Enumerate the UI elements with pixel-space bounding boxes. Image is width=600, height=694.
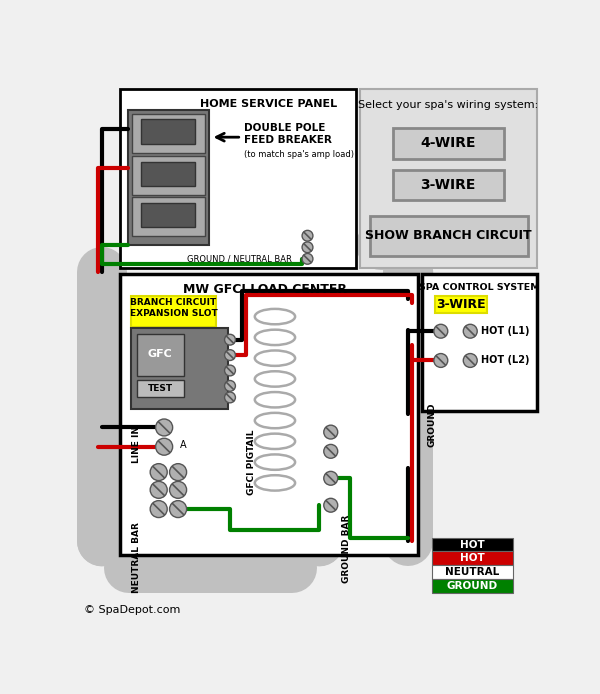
Circle shape [434,353,448,367]
Text: GROUND: GROUND [428,403,437,448]
Circle shape [302,242,313,253]
Text: GFCI PIGTAIL: GFCI PIGTAIL [247,430,256,496]
Circle shape [324,425,338,439]
Bar [131,197,205,236]
Circle shape [224,365,235,376]
Bar [131,296,216,327]
Circle shape [150,500,167,518]
Circle shape [170,482,187,498]
Text: © SpaDepot.com: © SpaDepot.com [84,605,181,616]
Circle shape [150,482,167,498]
Circle shape [463,324,477,338]
Bar [393,169,503,201]
Text: 3-WIRE: 3-WIRE [420,178,475,192]
Bar [434,296,487,313]
Text: LINE IN: LINE IN [131,426,140,463]
Text: HOME SERVICE PANEL: HOME SERVICE PANEL [200,99,337,109]
Text: A: A [180,440,187,450]
Bar [131,328,227,409]
Text: MW GFCI LOAD CENTER: MW GFCI LOAD CENTER [183,283,347,296]
Text: HOT: HOT [460,539,485,550]
Bar [141,203,195,227]
Circle shape [324,471,338,485]
Bar [422,274,537,412]
Text: BRANCH CIRCUIT
EXPANSION SLOT: BRANCH CIRCUIT EXPANSION SLOT [130,298,217,318]
Bar [120,274,418,555]
Circle shape [224,380,235,391]
Text: Select your spa's wiring system:: Select your spa's wiring system: [358,100,539,110]
Circle shape [434,324,448,338]
Text: HOT (L2): HOT (L2) [481,355,530,366]
Circle shape [324,498,338,512]
Text: GROUND / NEUTRAL BAR: GROUND / NEUTRAL BAR [187,254,292,263]
Bar [431,579,513,593]
Circle shape [224,335,235,345]
Circle shape [302,253,313,264]
Text: NEUTRAL BAR: NEUTRAL BAR [131,522,140,593]
Circle shape [324,444,338,458]
Bar [120,90,356,268]
Bar [128,110,209,245]
Circle shape [224,392,235,403]
Bar [137,334,184,376]
Text: GROUND: GROUND [446,581,498,591]
Bar [360,90,537,268]
Text: 4-WIRE: 4-WIRE [420,136,476,151]
Circle shape [155,438,173,455]
Bar [141,119,195,144]
Bar [141,162,195,187]
Text: 3-WIRE: 3-WIRE [436,298,486,311]
Circle shape [150,464,167,481]
Text: NEUTRAL: NEUTRAL [445,567,499,577]
Text: SPA CONTROL SYSTEM: SPA CONTROL SYSTEM [419,283,540,292]
Circle shape [170,464,187,481]
Text: (to match spa's amp load): (to match spa's amp load) [244,149,354,158]
Bar [131,156,205,195]
Text: HOT (L1): HOT (L1) [481,326,530,336]
Circle shape [170,500,187,518]
Text: GFC: GFC [148,349,173,359]
Text: HOT: HOT [460,553,485,564]
Circle shape [224,350,235,360]
Circle shape [463,353,477,367]
Bar [431,538,513,552]
Bar [431,552,513,566]
Bar [137,380,184,397]
Text: GROUND BAR: GROUND BAR [343,514,352,583]
Circle shape [302,230,313,241]
Circle shape [155,419,173,436]
Bar [131,114,205,153]
Bar [370,216,529,256]
Bar [431,566,513,579]
Text: SHOW BRANCH CIRCUIT: SHOW BRANCH CIRCUIT [365,229,532,242]
Text: DOUBLE POLE
FEED BREAKER: DOUBLE POLE FEED BREAKER [244,124,332,145]
Text: TEST: TEST [148,384,173,393]
Bar [393,128,503,159]
